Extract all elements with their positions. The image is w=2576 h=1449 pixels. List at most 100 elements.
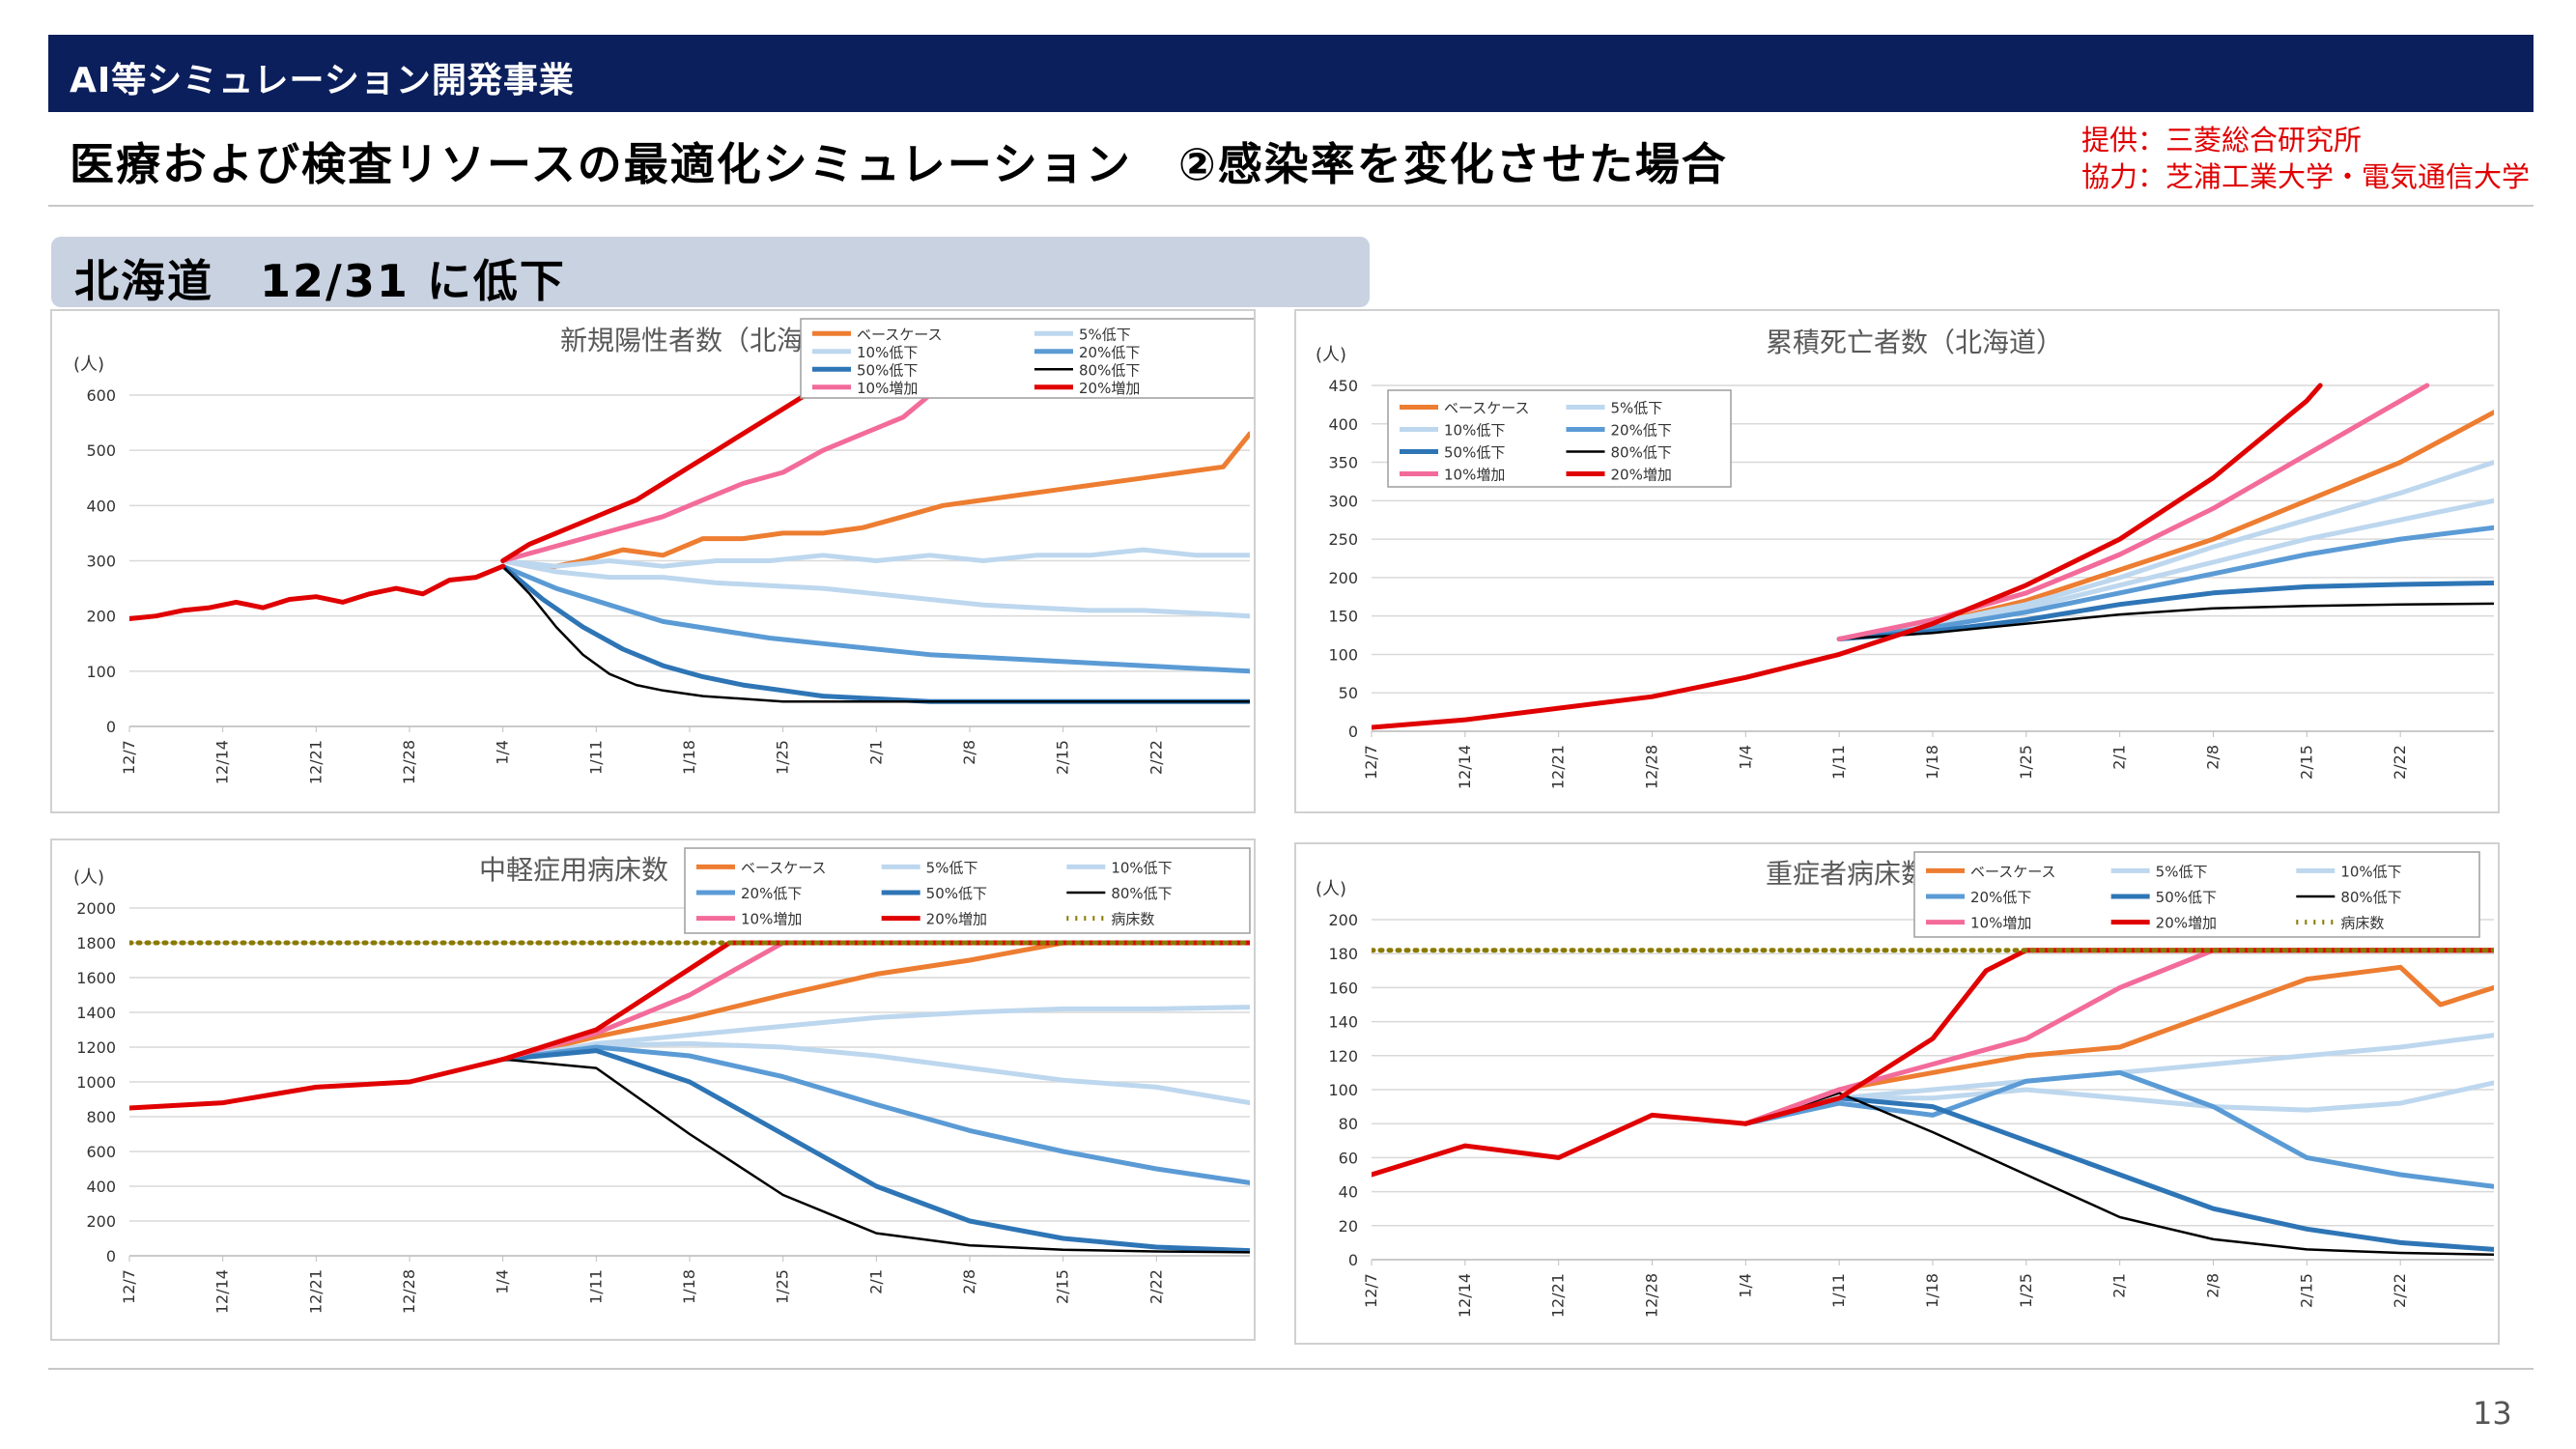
chart-title: 累積死亡者数（北海道） bbox=[1766, 327, 2063, 358]
series-line-up20 bbox=[129, 563, 506, 621]
x-tick-label: 1/4 bbox=[494, 740, 512, 765]
credit-cooperation: 協力：芝浦工業大学・電気通信大学 bbox=[2081, 160, 2531, 193]
legend-label: 20%増加 bbox=[926, 911, 987, 928]
x-tick-label: 2/22 bbox=[2391, 745, 2409, 780]
page-number: 13 bbox=[2473, 1395, 2512, 1432]
legend: ベースケース 5%低下 10%低下 20%低下 50%低下 80%低下 10%増加 20%増加 bbox=[1387, 389, 1732, 488]
legend-label: 20%低下 bbox=[741, 885, 802, 902]
legend-label: 20%低下 bbox=[1611, 422, 1672, 440]
x-tick-label: 1/4 bbox=[1736, 745, 1754, 770]
x-tick-label: 12/28 bbox=[1643, 1273, 1661, 1318]
x-tick-label: 1/18 bbox=[1923, 745, 1941, 780]
series-group bbox=[129, 940, 1250, 1254]
legend-label: 50%低下 bbox=[1444, 444, 1505, 462]
y-tick-label: 140 bbox=[1328, 1013, 1358, 1032]
legend-label: 80%低下 bbox=[1611, 444, 1672, 462]
y-tick-label: 100 bbox=[86, 663, 116, 681]
chart-svg: 0 20 40 60 80 100 120 140 160 180 200 12/7 12/14 12/2… bbox=[1316, 851, 2494, 1318]
section-header-label: AI等シミュレーション開発事業 bbox=[70, 61, 575, 100]
y-tick-label: 0 bbox=[1348, 1251, 1358, 1269]
chart-svg: 0 50 100 150 200 250 300 350 400 450 12/7 12/14 12/2… bbox=[1316, 327, 2494, 789]
series-line-down80 bbox=[1837, 602, 2494, 640]
y-tick-label: 0 bbox=[1348, 723, 1358, 741]
x-tick-label: 2/22 bbox=[1146, 740, 1165, 775]
x-tick-label: 1/25 bbox=[774, 1269, 792, 1304]
x-tick-label: 12/7 bbox=[1362, 1273, 1380, 1308]
chart-panel-new-positives: 0 100 200 300 400 500 600 12/7 12/14 12/21 12/28 1/… bbox=[50, 309, 1256, 813]
x-tick-label: 1/11 bbox=[1829, 745, 1848, 780]
footer-divider bbox=[48, 1368, 2534, 1370]
x-tick-label: 12/21 bbox=[306, 740, 325, 784]
y-axis-unit: (人) bbox=[1316, 345, 1346, 365]
y-axis-unit: (人) bbox=[73, 867, 104, 888]
y-tick-label: 400 bbox=[1328, 415, 1358, 434]
legend-label: ベースケース bbox=[1970, 863, 2056, 880]
x-tick-label: 2/15 bbox=[1054, 1269, 1072, 1304]
y-tick-label: 1800 bbox=[76, 934, 116, 952]
legend: ベースケース 5%低下 10%低下 20%低下 50%低下 80%低下 10%増加 20%増加… bbox=[1913, 851, 2480, 938]
series-line-down10 bbox=[1742, 1080, 2494, 1126]
y-tick-label: 400 bbox=[86, 1178, 116, 1196]
x-tick-label: 2/8 bbox=[2204, 1273, 2222, 1298]
series-line-base bbox=[500, 431, 1250, 572]
x-tick-label: 12/14 bbox=[213, 1269, 232, 1314]
x-tick-label: 2/15 bbox=[2297, 1273, 2315, 1308]
y-tick-label: 150 bbox=[1328, 608, 1358, 626]
legend-label: 80%低下 bbox=[2340, 889, 2401, 906]
x-tick-label: 1/18 bbox=[680, 740, 698, 775]
legend-label: 20%低下 bbox=[1970, 889, 2031, 906]
series-line-down10 bbox=[500, 1040, 1250, 1106]
series-line-up20 bbox=[129, 940, 1250, 1111]
y-tick-label: 350 bbox=[1328, 454, 1358, 472]
y-tick-label: 800 bbox=[86, 1108, 116, 1126]
x-tick-label: 1/11 bbox=[586, 1269, 605, 1304]
legend-label: 80%低下 bbox=[1111, 885, 1172, 902]
legend-label: 50%低下 bbox=[926, 885, 987, 902]
legend-label: ベースケース bbox=[857, 326, 943, 343]
x-tick-label: 12/21 bbox=[1549, 1273, 1568, 1318]
x-tick-label: 2/22 bbox=[2391, 1273, 2409, 1308]
x-tick-label: 2/1 bbox=[866, 1269, 885, 1294]
credit-provider: 提供：三菱総合研究所 bbox=[2081, 124, 2363, 156]
x-tick-label: 12/14 bbox=[1456, 745, 1474, 789]
y-tick-label: 1600 bbox=[76, 969, 116, 987]
legend-box bbox=[684, 847, 1251, 934]
y-tick-label: 100 bbox=[1328, 1081, 1358, 1099]
legend-label: 10%低下 bbox=[1111, 859, 1172, 876]
legend-label: 20%増加 bbox=[1611, 467, 1672, 484]
legend-label: 10%低下 bbox=[1444, 422, 1505, 440]
y-tick-label: 300 bbox=[86, 553, 116, 571]
legend-label: 10%増加 bbox=[857, 380, 918, 397]
legend-label: 10%低下 bbox=[2340, 863, 2401, 880]
legend-box bbox=[1913, 851, 2480, 938]
title-divider bbox=[48, 205, 2534, 207]
series-line-down50 bbox=[1742, 1095, 2494, 1252]
series-line-base bbox=[500, 940, 1250, 1063]
legend-label: 20%増加 bbox=[1079, 380, 1140, 397]
y-tick-label: 1000 bbox=[76, 1073, 116, 1092]
series-line-up20 bbox=[1372, 948, 2494, 1178]
legend-label: 10%増加 bbox=[741, 911, 802, 928]
x-tick-label: 1/25 bbox=[774, 740, 792, 775]
section-header-bar: AI等シミュレーション開発事業 bbox=[48, 35, 2534, 112]
x-tick-label: 12/7 bbox=[120, 1269, 138, 1304]
y-tick-label: 60 bbox=[1339, 1149, 1358, 1167]
series-line-down80 bbox=[501, 564, 1250, 703]
y-tick-label: 200 bbox=[86, 1212, 116, 1231]
y-tick-label: 250 bbox=[1328, 530, 1358, 549]
y-tick-label: 180 bbox=[1328, 945, 1358, 963]
series-line-down10 bbox=[1836, 497, 2494, 641]
legend-label: 病床数 bbox=[2340, 915, 2384, 932]
legend-label: 10%増加 bbox=[1970, 915, 2031, 932]
x-tick-label: 2/15 bbox=[1054, 740, 1072, 775]
series-line-down50 bbox=[500, 563, 1250, 704]
x-tick-label: 2/8 bbox=[960, 740, 978, 765]
chart-panel-cumulative-deaths: 0 50 100 150 200 250 300 350 400 450 12/7 12/14 12/2… bbox=[1294, 309, 2500, 813]
y-axis-unit: (人) bbox=[73, 355, 104, 375]
series-line-down80 bbox=[501, 1058, 1250, 1254]
x-tick-label: 2/22 bbox=[1146, 1269, 1165, 1304]
x-tick-label: 12/28 bbox=[400, 740, 418, 784]
y-tick-label: 40 bbox=[1339, 1183, 1358, 1202]
x-tick-label: 2/8 bbox=[2204, 745, 2222, 770]
x-tick-label: 12/28 bbox=[1643, 745, 1661, 789]
